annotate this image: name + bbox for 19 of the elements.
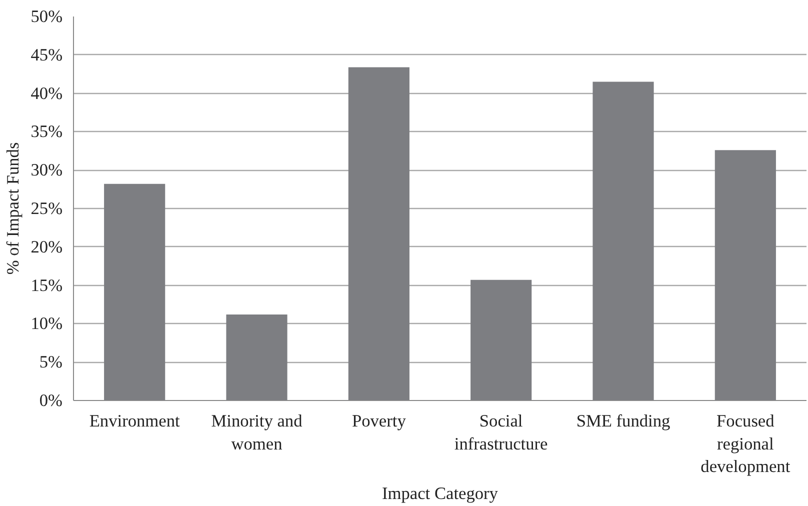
y-tick-label: 35% [30,122,63,142]
x-tick-label: Poverty [352,412,406,430]
x-tick-label: Social infrastructure [454,412,548,454]
y-tick-label: 5% [39,352,63,372]
y-tick-label: 20% [30,237,63,256]
y-tick-label: 30% [30,160,63,180]
x-tick-label: SME funding [576,412,671,430]
y-tick-label: 0% [39,391,63,410]
y-tick-label: 25% [30,199,63,218]
y-axis-title: % of Impact Funds [4,142,23,275]
y-tick-label: 40% [30,84,63,103]
x-tick-label: Minority and women [211,412,303,454]
x-axis-title: Impact Category [382,484,498,504]
y-tick-label: 10% [30,314,63,334]
x-tick-label: Environment [89,412,180,430]
y-tick-label: 15% [30,276,63,295]
x-tick-label: Focused regional development [700,412,790,476]
y-tick-label: 50% [30,7,63,26]
y-tick-label: 45% [30,45,63,64]
